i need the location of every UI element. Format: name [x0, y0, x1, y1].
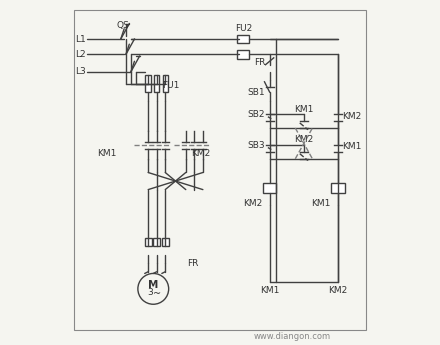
Text: www.diangon.com: www.diangon.com	[253, 332, 330, 341]
Text: FU1: FU1	[161, 81, 179, 90]
Bar	[145, 237, 151, 246]
Text: L1: L1	[75, 34, 86, 43]
Text: KM1: KM1	[342, 142, 362, 151]
Text: FR: FR	[254, 59, 265, 68]
Bar	[162, 237, 169, 246]
Bar	[331, 183, 345, 193]
Text: KM1: KM1	[97, 149, 117, 158]
Text: 3: 3	[147, 288, 153, 297]
Text: L2: L2	[75, 50, 86, 59]
Text: SB2: SB2	[248, 110, 265, 119]
Bar	[162, 75, 168, 92]
Text: L3: L3	[75, 67, 86, 76]
Text: ~: ~	[153, 289, 161, 299]
Text: KM1: KM1	[294, 105, 314, 114]
Text: FU2: FU2	[235, 24, 253, 33]
Text: M: M	[148, 280, 158, 290]
Text: KM2: KM2	[243, 199, 262, 208]
Bar	[237, 50, 249, 59]
Bar	[263, 183, 276, 193]
Text: SB3: SB3	[248, 141, 265, 150]
Text: KM1: KM1	[260, 286, 279, 295]
Text: FR: FR	[187, 259, 198, 268]
Text: SB1: SB1	[248, 88, 265, 97]
Text: KM2: KM2	[191, 149, 211, 158]
Text: KM2: KM2	[294, 136, 313, 145]
Bar	[154, 75, 159, 92]
Text: KM2: KM2	[342, 111, 361, 120]
Text: QS: QS	[116, 21, 129, 30]
Bar	[153, 237, 160, 246]
Text: KM2: KM2	[328, 286, 348, 295]
Bar	[237, 35, 249, 43]
Bar	[145, 75, 151, 92]
Text: KM1: KM1	[311, 199, 330, 208]
